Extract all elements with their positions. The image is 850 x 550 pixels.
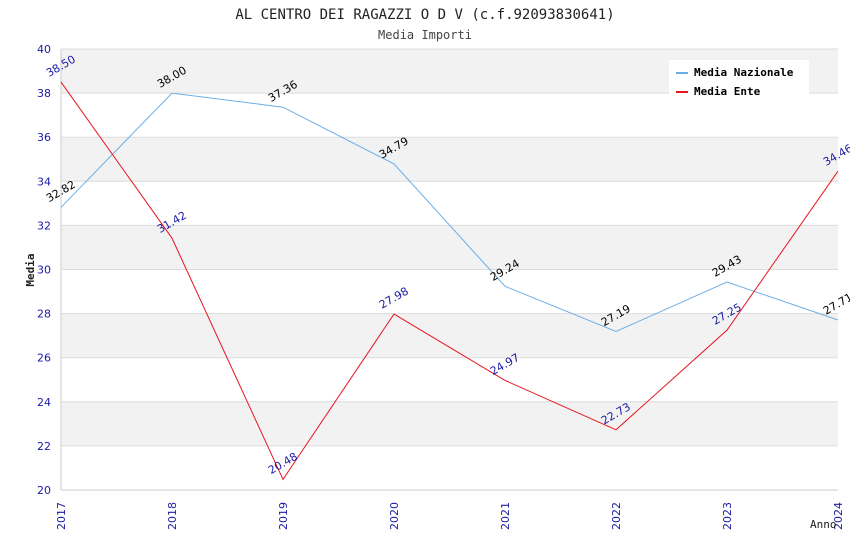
- plot-band: [61, 401, 838, 446]
- y-axis-label: Media: [24, 253, 37, 286]
- y-tick-label: 34: [37, 175, 51, 188]
- series-line-media-ente: [60, 81, 839, 481]
- plot-band: [61, 225, 838, 270]
- data-label: 27.98: [377, 285, 411, 312]
- y-tick-label: 24: [37, 396, 51, 409]
- y-tick-label: 40: [37, 43, 51, 56]
- x-tick-label: 2020: [388, 502, 401, 530]
- y-tick-labels: 20 22 24 26 28 30 32 34 36 38 40: [37, 43, 51, 497]
- plot-background-bands: [61, 49, 838, 446]
- x-tick-label: 2017: [55, 502, 68, 530]
- y-tick-label: 20: [37, 484, 51, 497]
- x-tick-label: 2023: [721, 502, 734, 530]
- legend-label-media-nazionale: Media Nazionale: [694, 66, 794, 79]
- legend-label-media-ente: Media Ente: [694, 85, 761, 98]
- y-tick-label: 28: [37, 308, 51, 321]
- x-tick-labels: 2017 2018 2019 2020 2021 2022 2023 2024: [55, 502, 845, 530]
- series-lines: [60, 81, 839, 481]
- chart-subtitle: Media Importi: [378, 28, 472, 42]
- y-tick-label: 22: [37, 440, 51, 453]
- plot-band: [61, 137, 838, 182]
- axes: [60, 49, 838, 491]
- x-tick-label: 2019: [277, 502, 290, 530]
- legend-box: [669, 60, 809, 98]
- y-tick-label: 36: [37, 131, 51, 144]
- x-axis-label: Anno: [810, 518, 837, 531]
- y-tick-label: 26: [37, 352, 51, 365]
- gridlines: [61, 48, 838, 491]
- x-tick-label: 2022: [610, 502, 623, 530]
- series-line-media-nazionale: [60, 92, 839, 333]
- y-tick-label: 32: [37, 219, 51, 232]
- x-tick-label: 2018: [166, 502, 179, 530]
- x-tick-label: 2021: [499, 502, 512, 530]
- chart-title: AL CENTRO DEI RAGAZZI O D V (c.f.9209383…: [235, 7, 614, 23]
- plot-band: [61, 313, 838, 358]
- y-tick-label: 30: [37, 264, 51, 277]
- y-tick-label: 38: [37, 87, 51, 100]
- legend: Media Nazionale Media Ente: [669, 60, 809, 98]
- x-tick-label: 2024: [832, 502, 845, 530]
